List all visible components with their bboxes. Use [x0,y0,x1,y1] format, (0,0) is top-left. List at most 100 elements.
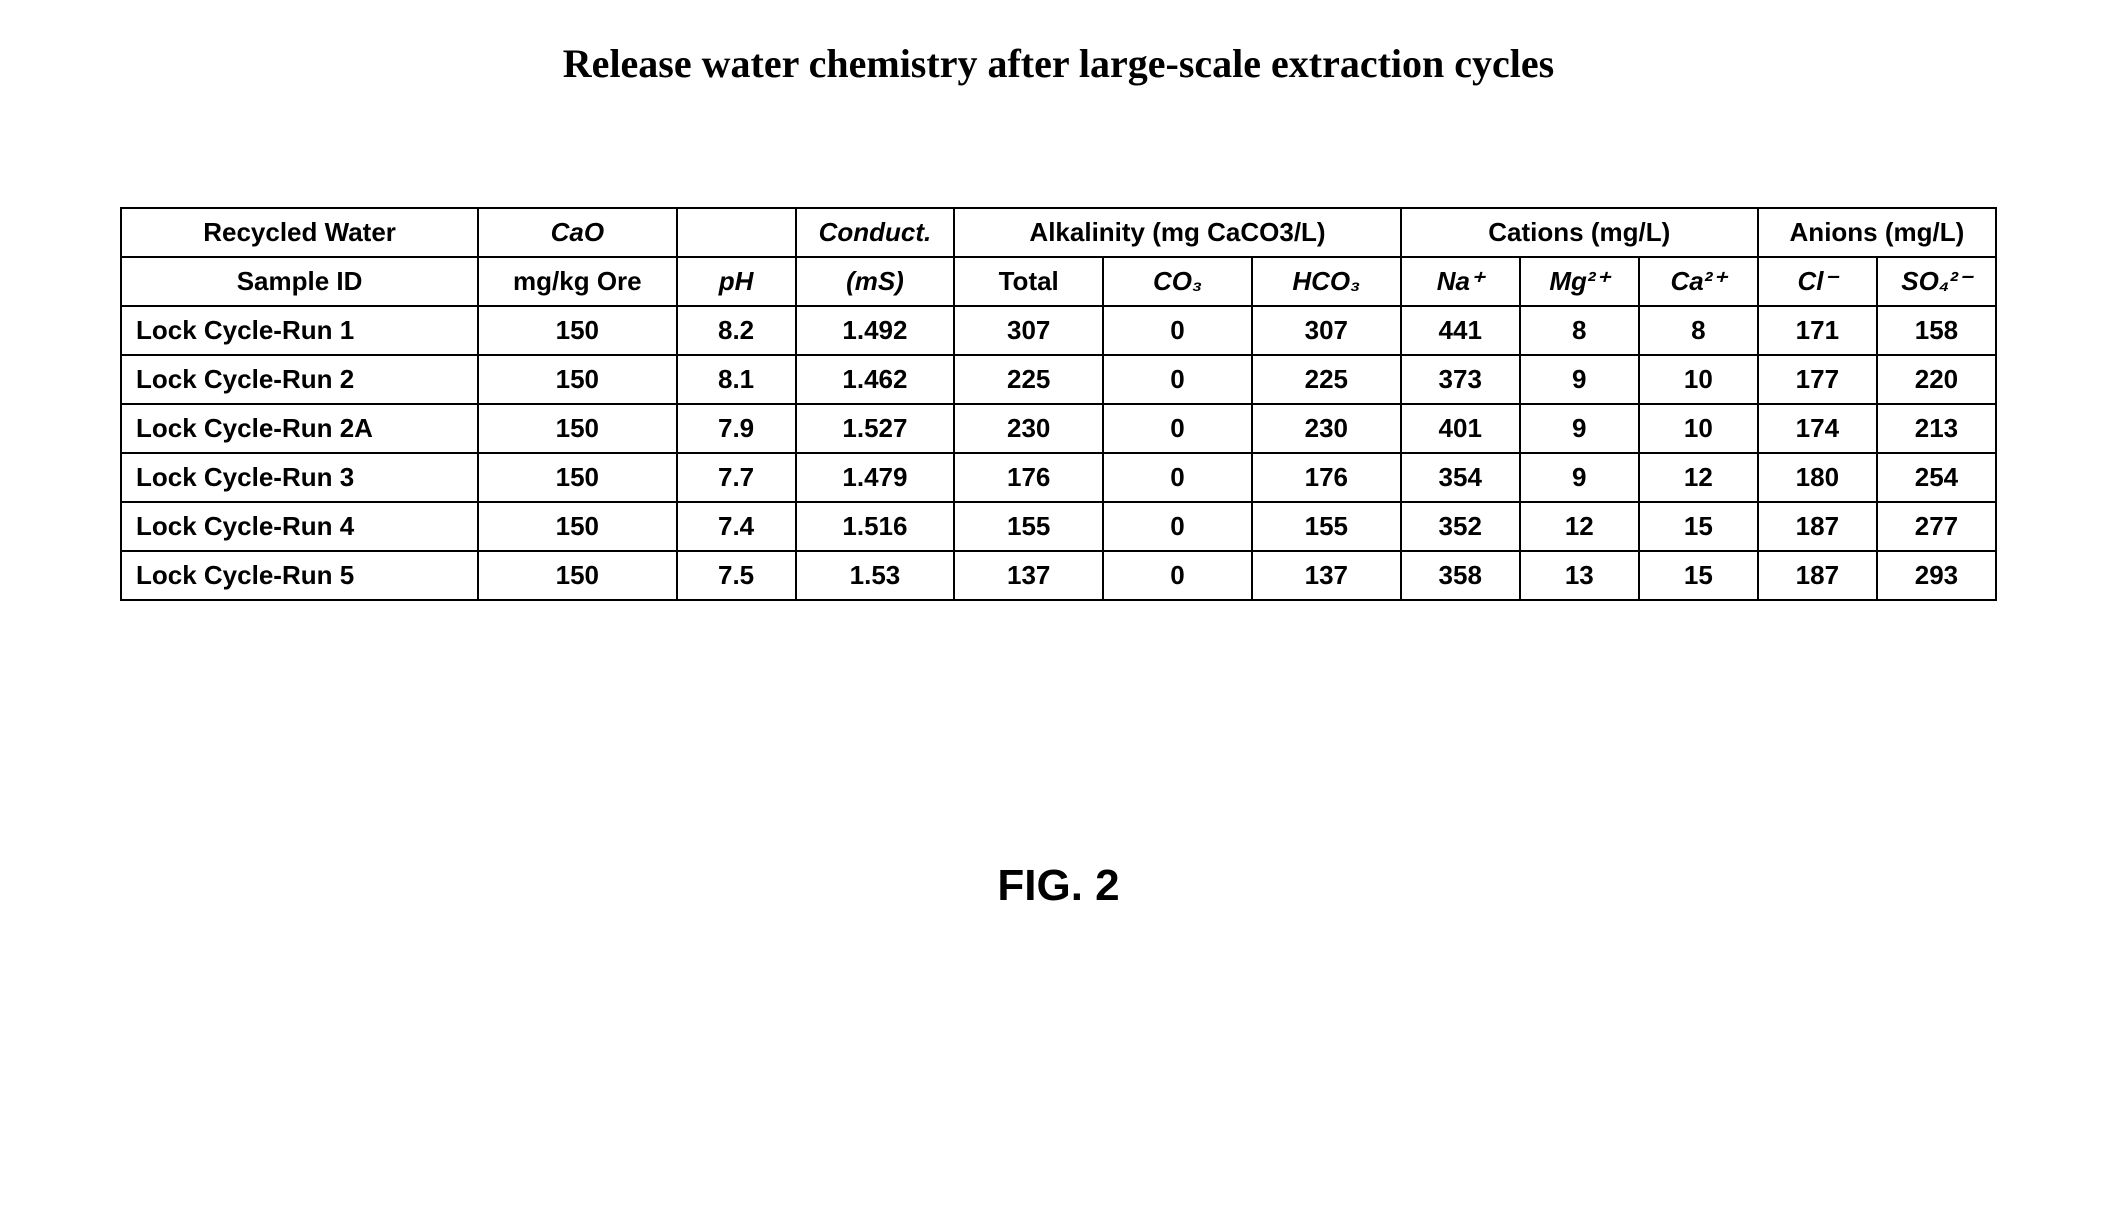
cell-na: 354 [1401,453,1520,502]
cell-cao: 150 [478,453,676,502]
cell-cl: 187 [1758,502,1877,551]
cell-ph: 7.4 [677,502,796,551]
cell-co3: 0 [1103,404,1252,453]
cell-so4: 254 [1877,453,1996,502]
cell-ph: 8.1 [677,355,796,404]
cell-cao: 150 [478,355,676,404]
cell-ca: 10 [1639,355,1758,404]
cell-cl: 171 [1758,306,1877,355]
cell-na: 358 [1401,551,1520,600]
cell-na: 373 [1401,355,1520,404]
cell-conduct: 1.462 [796,355,955,404]
header-row-groups: Recycled Water CaO Conduct. Alkalinity (… [121,208,1996,257]
subhdr-hco3: HCO₃ [1252,257,1401,306]
cell-co3: 0 [1103,551,1252,600]
table-row: Lock Cycle-Run 2 150 8.1 1.462 225 0 225… [121,355,1996,404]
cell-cl: 174 [1758,404,1877,453]
subhdr-ph: pH [677,257,796,306]
table-row: Lock Cycle-Run 4 150 7.4 1.516 155 0 155… [121,502,1996,551]
header-row-sub: Sample ID mg/kg Ore pH (mS) Total CO₃ HC… [121,257,1996,306]
hdr-cations: Cations (mg/L) [1401,208,1758,257]
cell-cao: 150 [478,404,676,453]
cell-sample: Lock Cycle-Run 2 [121,355,478,404]
cell-so4: 277 [1877,502,1996,551]
cell-co3: 0 [1103,355,1252,404]
table-row: Lock Cycle-Run 1 150 8.2 1.492 307 0 307… [121,306,1996,355]
cell-mg: 12 [1520,502,1639,551]
cell-cl: 180 [1758,453,1877,502]
subhdr-sample-id: Sample ID [121,257,478,306]
cell-conduct: 1.479 [796,453,955,502]
cell-co3: 0 [1103,502,1252,551]
cell-total: 307 [954,306,1103,355]
cell-ph: 7.9 [677,404,796,453]
cell-conduct: 1.492 [796,306,955,355]
cell-total: 176 [954,453,1103,502]
cell-sample: Lock Cycle-Run 5 [121,551,478,600]
cell-co3: 0 [1103,306,1252,355]
cell-total: 230 [954,404,1103,453]
hdr-anions: Anions (mg/L) [1758,208,1996,257]
cell-mg: 9 [1520,355,1639,404]
table-row: Lock Cycle-Run 2A 150 7.9 1.527 230 0 23… [121,404,1996,453]
cell-sample: Lock Cycle-Run 1 [121,306,478,355]
hdr-recycled-water: Recycled Water [121,208,478,257]
subhdr-ca: Ca²⁺ [1639,257,1758,306]
cell-co3: 0 [1103,453,1252,502]
cell-hco3: 137 [1252,551,1401,600]
cell-so4: 293 [1877,551,1996,600]
cell-hco3: 225 [1252,355,1401,404]
cell-ph: 7.5 [677,551,796,600]
page-title: Release water chemistry after large-scal… [60,40,2057,87]
cell-ca: 10 [1639,404,1758,453]
cell-mg: 13 [1520,551,1639,600]
chemistry-table: Recycled Water CaO Conduct. Alkalinity (… [120,207,1997,601]
cell-ca: 15 [1639,551,1758,600]
hdr-cao: CaO [478,208,676,257]
cell-sample: Lock Cycle-Run 2A [121,404,478,453]
cell-total: 155 [954,502,1103,551]
table-row: Lock Cycle-Run 5 150 7.5 1.53 137 0 137 … [121,551,1996,600]
cell-hco3: 176 [1252,453,1401,502]
cell-ca: 15 [1639,502,1758,551]
subhdr-so4: SO₄²⁻ [1877,257,1996,306]
subhdr-co3: CO₃ [1103,257,1252,306]
cell-mg: 8 [1520,306,1639,355]
cell-cl: 177 [1758,355,1877,404]
cell-ca: 12 [1639,453,1758,502]
cell-cao: 150 [478,551,676,600]
cell-so4: 158 [1877,306,1996,355]
hdr-alkalinity: Alkalinity (mg CaCO3/L) [954,208,1400,257]
cell-so4: 220 [1877,355,1996,404]
subhdr-total: Total [954,257,1103,306]
subhdr-na: Na⁺ [1401,257,1520,306]
cell-ph: 7.7 [677,453,796,502]
cell-conduct: 1.53 [796,551,955,600]
cell-na: 352 [1401,502,1520,551]
cell-total: 137 [954,551,1103,600]
cell-total: 225 [954,355,1103,404]
cell-cao: 150 [478,306,676,355]
cell-ph: 8.2 [677,306,796,355]
cell-conduct: 1.516 [796,502,955,551]
chemistry-table-body: Lock Cycle-Run 1 150 8.2 1.492 307 0 307… [121,306,1996,600]
cell-na: 401 [1401,404,1520,453]
subhdr-mgkg: mg/kg Ore [478,257,676,306]
cell-hco3: 230 [1252,404,1401,453]
cell-ca: 8 [1639,306,1758,355]
cell-conduct: 1.527 [796,404,955,453]
hdr-ph-blank [677,208,796,257]
cell-na: 441 [1401,306,1520,355]
cell-so4: 213 [1877,404,1996,453]
subhdr-conduct-unit: (mS) [796,257,955,306]
figure-label: FIG. 2 [60,861,2057,911]
cell-mg: 9 [1520,453,1639,502]
subhdr-cl: Cl⁻ [1758,257,1877,306]
cell-hco3: 155 [1252,502,1401,551]
cell-mg: 9 [1520,404,1639,453]
cell-cao: 150 [478,502,676,551]
hdr-conduct: Conduct. [796,208,955,257]
cell-hco3: 307 [1252,306,1401,355]
cell-cl: 187 [1758,551,1877,600]
subhdr-mg: Mg²⁺ [1520,257,1639,306]
